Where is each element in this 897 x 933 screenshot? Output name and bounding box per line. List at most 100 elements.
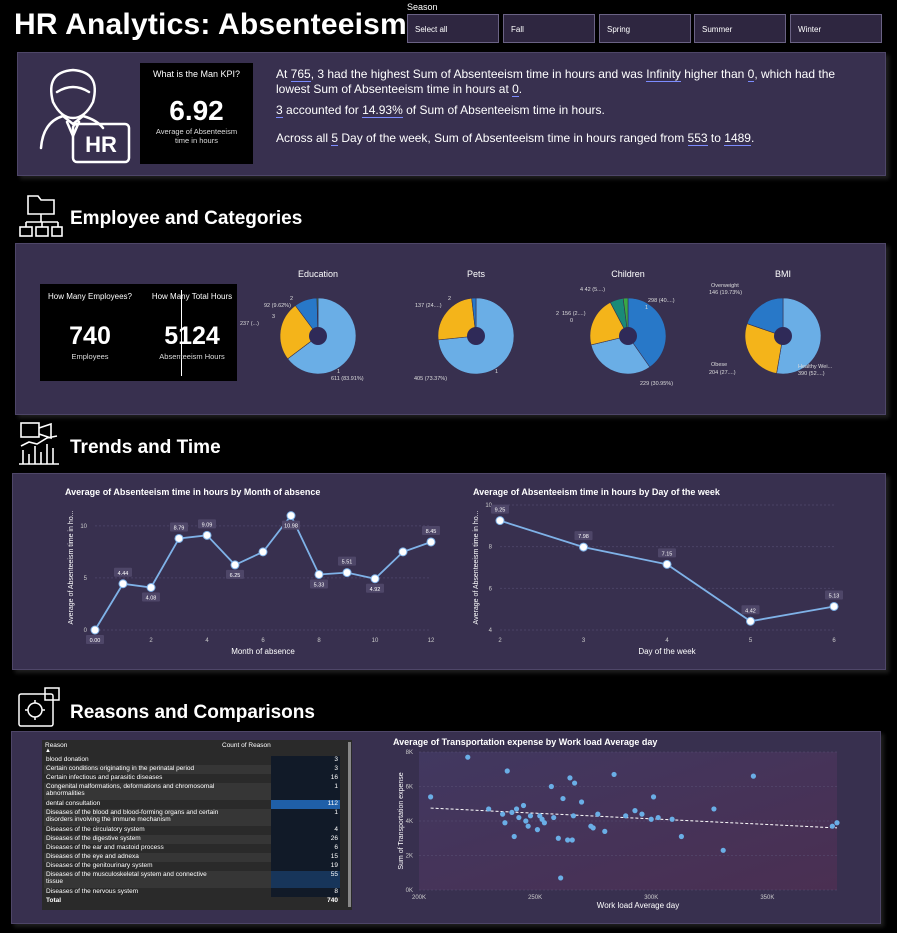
- scatter-point: [551, 814, 557, 821]
- count-cell: 6: [271, 844, 340, 853]
- scatter-point: [669, 816, 675, 822]
- table-scrollbar[interactable]: [348, 742, 351, 907]
- narrative-line-2: lowest Sum of Absenteeism time in hours …: [276, 82, 523, 97]
- hours-unit: Absenteeism Hours: [159, 352, 225, 361]
- sort-arrow-icon[interactable]: ▲: [45, 748, 51, 754]
- pie-slice: [622, 297, 629, 337]
- reason-cell: Diseases of the blood and blood-forming …: [46, 809, 219, 823]
- reason-count-table[interactable]: Reason ▲ Count of Reason blood donation 3…: [42, 740, 352, 910]
- y-tick-label: 10: [80, 524, 87, 530]
- pie-title: Children: [611, 269, 645, 279]
- data-label-bg: [366, 583, 384, 593]
- count-cell: 4: [271, 826, 340, 835]
- data-point: [90, 625, 100, 635]
- data-point: [118, 579, 128, 589]
- data-label-bg: [282, 520, 300, 530]
- scatter-point: [502, 820, 508, 826]
- data-label: 9.09: [202, 522, 213, 528]
- table-row[interactable]: Diseases of the ear and mastoid process 6: [44, 844, 340, 853]
- table-row[interactable]: Diseases of the eye and adnexa 15: [44, 853, 340, 862]
- y-axis-label: Average of Absenteeism time in ho...: [68, 511, 75, 625]
- scatter-point: [513, 806, 520, 812]
- scatter-point: [548, 783, 554, 790]
- scatter-point: [465, 754, 471, 760]
- hr-person-icon: HR: [39, 68, 131, 164]
- series-line: [94, 513, 432, 631]
- table-row[interactable]: Diseases of the musculoskeletal system a…: [44, 871, 340, 888]
- data-point: [370, 574, 380, 584]
- table-row[interactable]: Diseases of the digestive system 26: [44, 835, 340, 844]
- day-line-chart: Average of Absenteeism time in hours by …: [473, 487, 843, 656]
- scatter-point: [595, 811, 601, 817]
- table-row[interactable]: blood donation 3: [44, 756, 340, 765]
- data-point: [146, 583, 156, 592]
- data-label: 4.08: [146, 596, 157, 602]
- kpi-question: What is the Man KPI?: [152, 69, 241, 79]
- data-label-bg: [491, 504, 509, 514]
- pie-center-hole: [774, 327, 792, 345]
- pie-slice: [590, 335, 651, 375]
- series-line: [499, 519, 835, 623]
- slicer-summer[interactable]: Summer: [694, 14, 786, 43]
- pie-slice: [627, 297, 667, 368]
- scatter-point: [567, 775, 573, 781]
- data-label-bg: [658, 548, 676, 558]
- reason-cell: blood donation: [46, 756, 89, 763]
- table-row[interactable]: dental consultation 112: [44, 800, 340, 809]
- slicer-winter[interactable]: Winter: [790, 14, 882, 43]
- scatter-point: [560, 795, 566, 802]
- table-row[interactable]: Certain conditions originating in the pe…: [44, 765, 340, 774]
- pie-data-label: 2: [556, 311, 559, 317]
- table-header-reason[interactable]: Reason: [45, 742, 68, 749]
- data-label: 4.44: [118, 571, 129, 577]
- scatter-point: [571, 780, 578, 786]
- scatter-point: [578, 799, 585, 805]
- table-header-count[interactable]: Count of Reason: [222, 742, 271, 749]
- data-point: [398, 547, 408, 557]
- pie-data-label: 204 (27....): [709, 370, 736, 376]
- pie-slice: [589, 301, 629, 346]
- pie-data-label: 146 (19.73%): [709, 290, 742, 296]
- table-row[interactable]: Diseases of the nervous system 8: [44, 888, 340, 897]
- data-label: 7.15: [662, 551, 673, 557]
- slicer-select-all[interactable]: Select all: [407, 14, 499, 43]
- scatter-point: [678, 833, 685, 840]
- table-row[interactable]: Congenital malformations, deformations a…: [44, 783, 340, 800]
- count-cell: 1: [271, 783, 340, 800]
- data-label-bg: [142, 592, 160, 602]
- scatter-point: [509, 809, 515, 815]
- scatter-point: [632, 808, 638, 814]
- data-label: 10.98: [284, 524, 298, 530]
- x-tick-label: 2: [149, 638, 153, 644]
- pie-data-label: 137 (24....): [415, 303, 442, 309]
- slicer-spring[interactable]: Spring: [599, 14, 691, 43]
- pie-center-hole: [619, 327, 637, 345]
- pie-data-label: 229 (30.95%): [640, 381, 673, 387]
- scatter-point: [590, 825, 596, 831]
- x-tick-label: 5: [749, 638, 753, 644]
- man-kpi-card: What is the Man KPI? 6.92 Average of Abs…: [140, 63, 253, 164]
- y-tick-label: 10: [485, 503, 492, 509]
- slicer-fall[interactable]: Fall: [503, 14, 595, 43]
- table-row[interactable]: Diseases of the blood and blood-forming …: [44, 809, 340, 826]
- data-label: 4.92: [370, 587, 381, 593]
- scatter-point: [500, 811, 506, 817]
- pie-slice: [279, 305, 319, 360]
- pie-data-label: 390 (52....): [798, 371, 825, 377]
- table-row[interactable]: Certain infectious and parasitic disease…: [44, 774, 340, 783]
- kpi-subtitle-1: Average of Absenteeism: [155, 127, 238, 136]
- hours-value: 5124: [164, 322, 220, 350]
- x-tick-label: 4: [665, 638, 669, 644]
- pie-data-label: 92 (9.62%): [264, 303, 291, 309]
- y-tick-label: 8: [489, 545, 493, 551]
- data-label-bg: [114, 567, 132, 577]
- table-row[interactable]: Diseases of the circulatory system 4: [44, 826, 340, 835]
- count-cell: 15: [271, 853, 340, 862]
- pie-data-label: 3: [272, 314, 275, 320]
- pie-slice: [471, 297, 477, 337]
- table-row[interactable]: Diseases of the genitourinary system 19: [44, 862, 340, 871]
- pie-data-label: 1: [645, 305, 648, 311]
- x-tick-label: 6: [832, 638, 836, 644]
- scatter-point: [523, 818, 529, 824]
